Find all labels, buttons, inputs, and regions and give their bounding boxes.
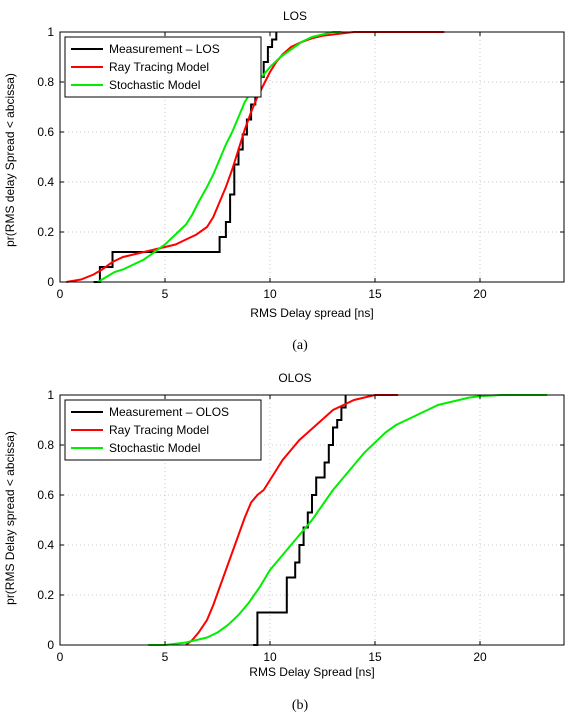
series-line-2 bbox=[148, 394, 548, 646]
axes-frame bbox=[59, 31, 565, 283]
y-axis-label: pr(RMS delay Spread < abcissa) bbox=[3, 73, 17, 247]
x-tick-label: 20 bbox=[473, 650, 487, 664]
legend: Measurement – OLOS Ray Tracing Model Stoch… bbox=[64, 399, 262, 461]
figure-caption: (a) bbox=[292, 338, 308, 353]
x-tick-label: 0 bbox=[57, 650, 64, 664]
legend-label: Stochastic Model bbox=[109, 78, 200, 92]
legend-label: Measurement – OLOS bbox=[109, 405, 229, 419]
legend-label: Stochastic Model bbox=[109, 441, 200, 455]
y-tick-label: 1 bbox=[47, 25, 54, 39]
y-tick-label: 0.6 bbox=[37, 125, 54, 139]
y-tick-label: 0.8 bbox=[37, 438, 54, 452]
legend-label: Measurement – LOS bbox=[109, 42, 220, 56]
y-tick-label: 0.2 bbox=[37, 588, 54, 602]
y-tick-label: 0.6 bbox=[37, 488, 54, 502]
x-axis-label: RMS Delay Spread [ns] bbox=[249, 665, 374, 679]
chart-panel-los: LOS pr(RMS delay Spread < abcissa) RMS D… bbox=[3, 9, 565, 353]
legend-label: Ray Tracing Model bbox=[109, 423, 209, 437]
chart-panel-olos: OLOS pr(RMS Delay spread < abcissa) RMS … bbox=[3, 371, 565, 713]
x-tick-label: 20 bbox=[473, 287, 487, 301]
y-tick-label: 0.8 bbox=[37, 75, 54, 89]
y-axis-label: pr(RMS Delay spread < abcissa) bbox=[3, 431, 17, 605]
x-tick-label: 0 bbox=[57, 287, 64, 301]
series-line-2 bbox=[97, 31, 342, 283]
y-tick-label: 1 bbox=[47, 388, 54, 402]
x-tick-label: 10 bbox=[263, 287, 277, 301]
axes-frame bbox=[59, 394, 565, 646]
legend: Measurement – LOS Ray Tracing Model Stocha… bbox=[64, 36, 262, 98]
x-tick-label: 5 bbox=[162, 650, 169, 664]
x-tick-label: 5 bbox=[162, 287, 169, 301]
x-tick-label: 10 bbox=[263, 650, 277, 664]
series-line-1 bbox=[185, 394, 399, 646]
series-line-1 bbox=[66, 31, 445, 283]
y-tick-label: 0.4 bbox=[37, 538, 54, 552]
y-tick-label: 0.2 bbox=[37, 225, 54, 239]
legend-label: Ray Tracing Model bbox=[109, 60, 209, 74]
y-tick-label: 0 bbox=[47, 638, 54, 652]
chart-title: OLOS bbox=[278, 371, 311, 385]
x-tick-label: 15 bbox=[368, 287, 382, 301]
chart-title: LOS bbox=[283, 9, 307, 23]
series-line-0 bbox=[93, 32, 278, 283]
y-tick-label: 0 bbox=[47, 275, 54, 289]
series-line-0 bbox=[253, 395, 347, 646]
x-axis-label: RMS Delay spread [ns] bbox=[250, 306, 373, 320]
y-tick-label: 0.4 bbox=[37, 175, 54, 189]
x-tick-label: 15 bbox=[368, 650, 382, 664]
figure-caption: (b) bbox=[292, 698, 309, 713]
